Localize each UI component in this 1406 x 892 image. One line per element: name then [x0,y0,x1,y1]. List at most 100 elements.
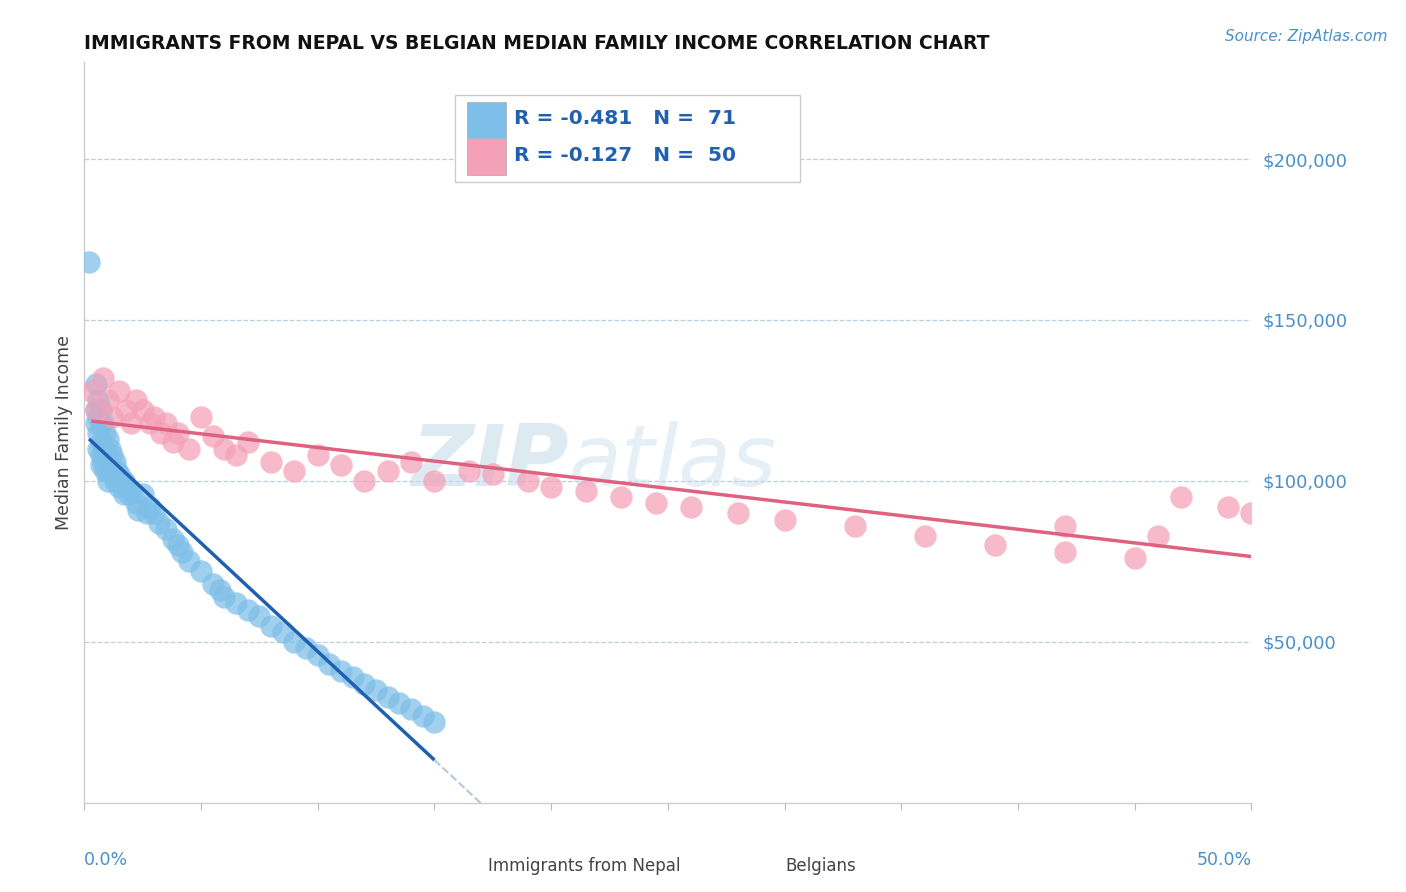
Point [84,403,107,417]
Point [366,683,388,698]
Point [97,474,120,488]
Text: 50.0%: 50.0% [1197,851,1251,869]
Point [84,377,107,392]
Point [225,448,247,462]
Point [575,483,598,498]
Point [1053,545,1076,559]
Point [260,619,283,633]
Point [150,425,173,440]
Point [236,602,259,616]
Point [179,442,201,456]
Point [136,506,159,520]
Point [307,448,329,462]
Point [91,454,114,468]
Point [108,467,131,482]
Point [104,454,127,468]
Point [208,583,231,598]
Text: Belgians: Belgians [786,856,856,875]
Text: R = -0.481   N =  71: R = -0.481 N = 71 [513,109,735,128]
Point [132,487,155,501]
Point [214,590,236,604]
Point [87,393,110,408]
Point [91,371,114,385]
Point [155,522,177,536]
Point [353,676,375,690]
Point [112,487,135,501]
Point [91,416,114,430]
Point [97,448,120,462]
Point [115,480,138,494]
Point [295,641,318,656]
Point [111,474,134,488]
Point [162,435,184,450]
Point [172,545,194,559]
Point [162,532,184,546]
Point [80,384,103,398]
Point [118,487,141,501]
Point [423,715,446,730]
Text: IMMIGRANTS FROM NEPAL VS BELGIAN MEDIAN FAMILY INCOME CORRELATION CHART: IMMIGRANTS FROM NEPAL VS BELGIAN MEDIAN … [84,34,990,53]
FancyBboxPatch shape [467,103,506,138]
FancyBboxPatch shape [733,853,779,879]
Point [101,448,124,462]
Point [481,467,505,482]
Point [91,442,114,456]
Point [249,609,271,624]
Point [94,425,117,440]
Text: Immigrants from Nepal: Immigrants from Nepal [488,856,681,875]
Text: 0.0%: 0.0% [84,851,128,869]
Point [283,635,305,649]
Point [112,474,135,488]
Point [399,702,422,716]
Point [148,516,170,530]
Point [115,403,138,417]
Point [1123,551,1146,566]
Point [132,403,155,417]
Point [399,454,422,468]
Point [1053,519,1076,533]
Point [77,255,100,269]
Point [98,461,121,475]
Point [101,467,124,482]
Point [260,454,283,468]
Point [727,506,749,520]
FancyBboxPatch shape [434,853,481,879]
Point [190,564,212,578]
Point [1170,490,1192,504]
Point [516,474,538,488]
Point [283,464,305,478]
Text: ZIP: ZIP [411,421,568,504]
FancyBboxPatch shape [456,95,800,182]
Point [90,458,112,472]
Point [87,442,110,456]
Point [155,416,177,430]
Point [645,496,668,510]
Point [125,496,148,510]
Point [87,425,110,440]
Point [307,648,329,662]
Point [125,393,148,408]
Point [98,442,121,456]
Point [84,416,107,430]
Point [377,690,399,704]
Point [94,448,117,462]
Point [423,474,446,488]
Point [143,409,166,424]
Point [108,384,131,398]
Point [108,480,131,494]
Point [84,403,107,417]
Point [353,474,375,488]
Point [983,538,1005,552]
Point [127,503,149,517]
Point [1216,500,1239,514]
Point [914,528,936,542]
Point [97,393,120,408]
Point [458,464,481,478]
Point [330,664,353,678]
Point [90,403,112,417]
Point [844,519,866,533]
Y-axis label: Median Family Income: Median Family Income [55,335,73,530]
Point [412,709,434,723]
Point [681,500,703,514]
Point [90,435,112,450]
